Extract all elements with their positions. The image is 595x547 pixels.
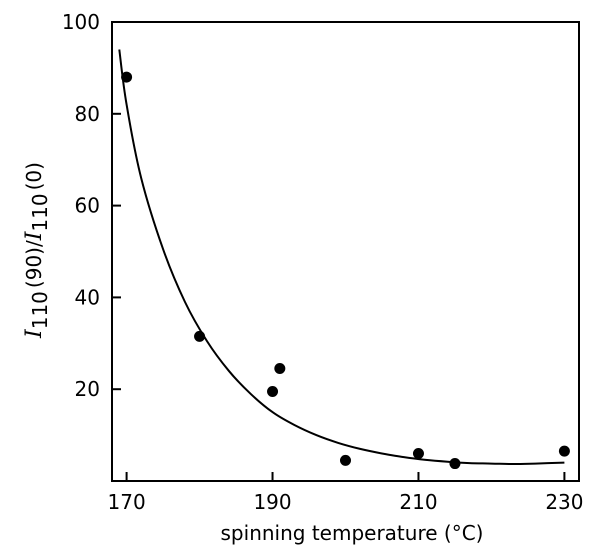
- y-label-subscript2: 110: [28, 193, 52, 231]
- y-axis: 20 40 60 80 100: [62, 10, 121, 401]
- y-tick-label: 40: [75, 285, 100, 309]
- data-point: [340, 454, 351, 466]
- x-tick-label: 190: [253, 490, 291, 514]
- x-tick-label: 210: [399, 490, 437, 514]
- x-tick-label: 230: [545, 490, 583, 514]
- y-label-symbol2: I: [22, 230, 47, 241]
- y-tick-label: 80: [75, 102, 100, 126]
- x-tick-label: 170: [108, 490, 146, 514]
- data-point: [274, 363, 286, 375]
- y-label-sep: /: [22, 240, 46, 247]
- x-axis: 170 190 210 230: [108, 472, 584, 514]
- plot-area: [111, 21, 580, 482]
- fit-curve-layer: [118, 49, 565, 466]
- data-point: [194, 330, 206, 342]
- y-tick-label: 60: [75, 194, 100, 218]
- svg-text:I110(90)/I110(0): I110(90)/I110(0): [22, 162, 52, 339]
- data-point: [412, 447, 424, 459]
- fit-curve: [118, 49, 565, 466]
- data-point: [121, 71, 133, 83]
- data-point: [449, 458, 461, 470]
- y-label-symbol: I: [22, 328, 47, 339]
- y-axis-label: I110(90)/I110(0): [22, 162, 52, 339]
- plot-frame: [111, 21, 580, 482]
- y-label-den-arg: (0): [22, 162, 46, 190]
- x-axis-label: spinning temperature (°C): [221, 521, 484, 545]
- y-label-subscript: 110: [28, 291, 52, 329]
- data-point: [267, 385, 279, 397]
- data-point: [558, 445, 570, 457]
- y-tick-label: 20: [75, 377, 100, 401]
- y-label-num-arg: (90): [22, 247, 46, 288]
- y-tick-label: 100: [62, 10, 100, 34]
- points-layer: [121, 71, 570, 470]
